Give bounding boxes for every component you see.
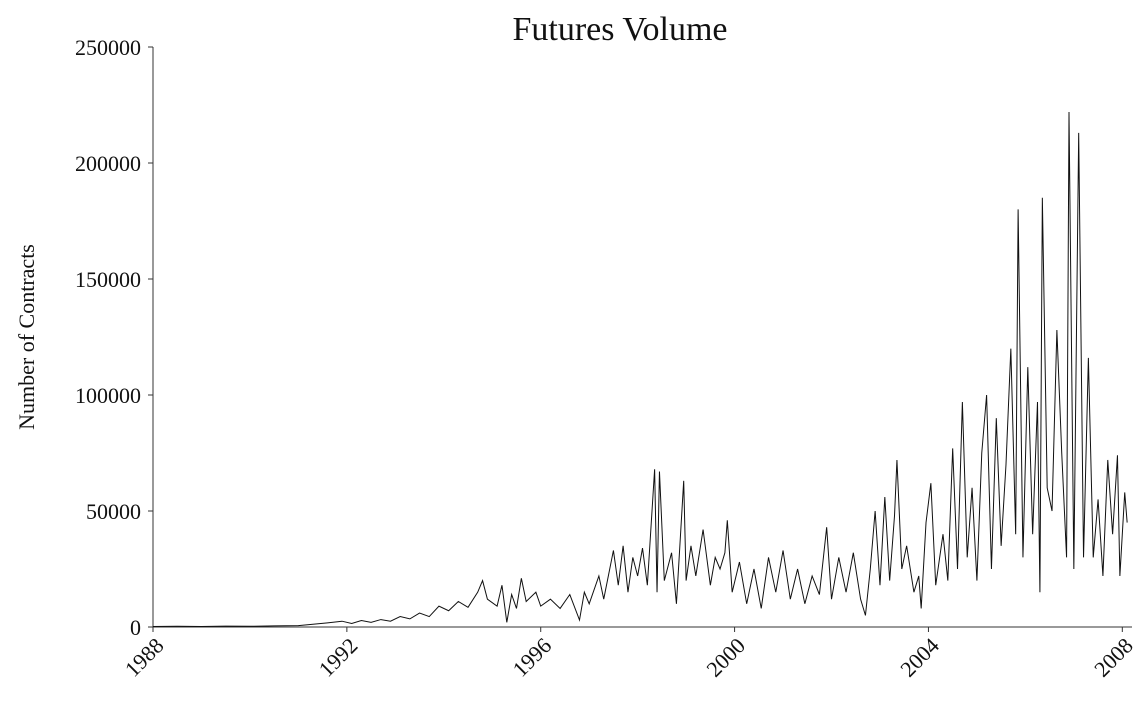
y-tick-label: 200000 xyxy=(75,151,141,176)
x-tick-label: 1992 xyxy=(314,633,363,682)
y-tick-label: 0 xyxy=(130,615,141,640)
y-tick-label: 150000 xyxy=(75,267,141,292)
data-line xyxy=(152,111,1128,628)
chart-title: Futures Volume xyxy=(512,11,727,48)
x-tick-label: 1988 xyxy=(120,633,169,682)
x-tick-label: 1996 xyxy=(507,633,556,682)
x-tick-label: 2000 xyxy=(701,633,750,682)
y-axis-label: Number of Contracts xyxy=(14,244,39,430)
x-tick-label: 2004 xyxy=(895,633,944,682)
x-tick-label: 2008 xyxy=(1089,633,1138,682)
y-tick-label: 50000 xyxy=(86,499,141,524)
y-tick-label: 100000 xyxy=(75,383,141,408)
y-tick-label: 250000 xyxy=(75,35,141,60)
